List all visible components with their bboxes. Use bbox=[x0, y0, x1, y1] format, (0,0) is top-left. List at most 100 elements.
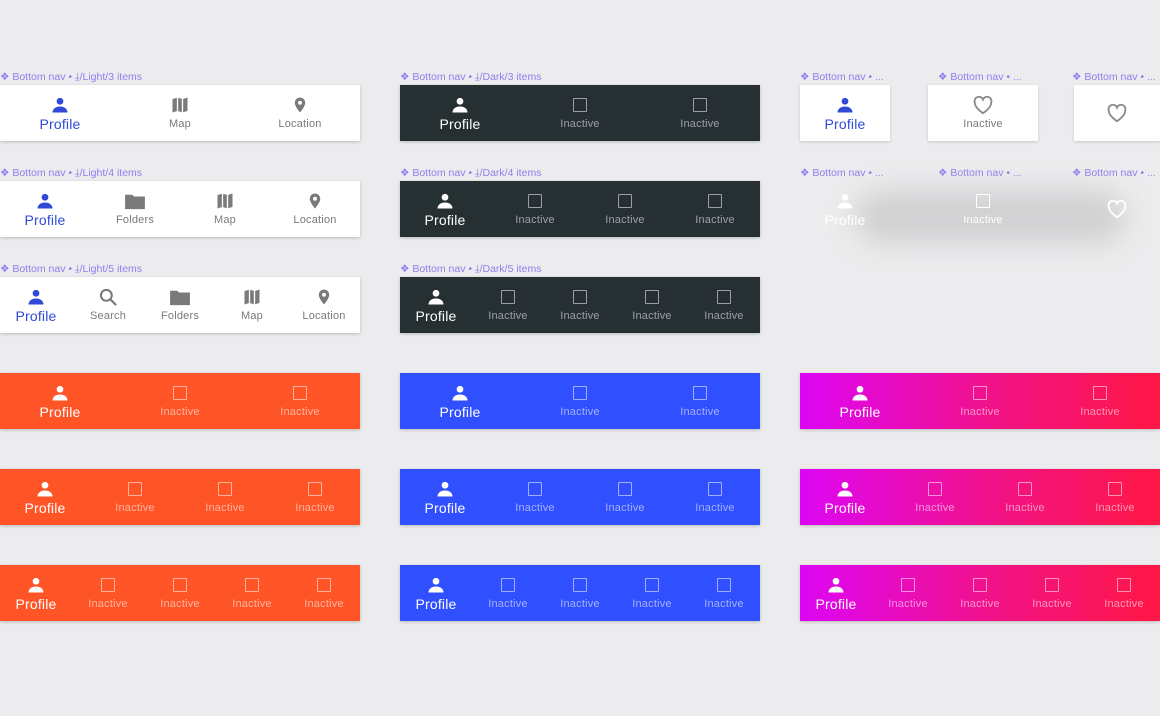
placeholder-square-icon bbox=[97, 574, 119, 596]
nav-item-label: Profile bbox=[39, 116, 81, 132]
nav-item-map[interactable]: Map bbox=[120, 85, 240, 141]
placeholder-square-icon bbox=[897, 574, 919, 596]
nav-item-location[interactable]: Location bbox=[288, 277, 360, 333]
nav-item-inactive[interactable]: Inactive bbox=[1070, 469, 1160, 525]
nav-item-inactive[interactable]: Inactive bbox=[616, 565, 688, 621]
nav-item-label: Inactive bbox=[488, 310, 528, 322]
nav-item-inactive[interactable]: Inactive bbox=[688, 565, 760, 621]
nav-item-inactive[interactable]: Inactive bbox=[72, 565, 144, 621]
placeholder-square-icon bbox=[614, 478, 636, 500]
nav-item-inactive[interactable]: Inactive bbox=[1088, 565, 1160, 621]
nav-item-inactive[interactable]: Inactive bbox=[180, 469, 270, 525]
nav-item-label: Inactive bbox=[160, 598, 200, 610]
nav-item-profile[interactable]: Profile bbox=[400, 469, 490, 525]
nav-item-inactive[interactable]: Inactive bbox=[544, 565, 616, 621]
nav-item-profile[interactable]: Profile bbox=[400, 181, 490, 237]
nav-item-map[interactable]: Map bbox=[216, 277, 288, 333]
nav-item-inactive[interactable]: Inactive bbox=[472, 277, 544, 333]
nav-item-inactive[interactable]: Inactive bbox=[616, 277, 688, 333]
placeholder-square-icon bbox=[924, 478, 946, 500]
map-icon bbox=[214, 190, 236, 212]
nav-item-inactive[interactable]: Inactive bbox=[240, 373, 360, 429]
placeholder-square-icon bbox=[214, 478, 236, 500]
component-label: ❖ Bottom nav • ⤓/Dark/4 items bbox=[400, 167, 542, 179]
person-icon bbox=[34, 478, 56, 500]
nav-item-label: Inactive bbox=[1080, 406, 1120, 418]
nav-item-profile[interactable]: Profile bbox=[400, 277, 472, 333]
nav-item-heart[interactable] bbox=[1074, 85, 1160, 141]
nav-item-map[interactable]: Map bbox=[180, 181, 270, 237]
nav-item-inactive[interactable]: Inactive bbox=[580, 181, 670, 237]
placeholder-square-icon bbox=[969, 574, 991, 596]
component-label: ❖ Bottom nav • ... bbox=[800, 71, 884, 83]
nav-item-profile[interactable]: Profile bbox=[0, 565, 72, 621]
nav-item-heart[interactable] bbox=[1074, 181, 1160, 237]
nav-item-inactive[interactable]: Inactive bbox=[928, 85, 1038, 141]
nav-item-label: Inactive bbox=[1095, 502, 1135, 514]
nav-item-location[interactable]: Location bbox=[270, 181, 360, 237]
placeholder-square-icon bbox=[169, 574, 191, 596]
nav-item-location[interactable]: Location bbox=[240, 85, 360, 141]
nav-item-inactive[interactable]: Inactive bbox=[640, 373, 760, 429]
nav-item-inactive[interactable]: Inactive bbox=[1016, 565, 1088, 621]
nav-item-inactive[interactable]: Inactive bbox=[288, 565, 360, 621]
placeholder-square-icon bbox=[713, 286, 735, 308]
nav-item-inactive[interactable]: Inactive bbox=[270, 469, 360, 525]
nav-item-folders[interactable]: Folders bbox=[90, 181, 180, 237]
nav-item-inactive[interactable]: Inactive bbox=[520, 85, 640, 141]
nav-item-profile[interactable]: Profile bbox=[400, 373, 520, 429]
nav-item-inactive[interactable]: Inactive bbox=[580, 469, 670, 525]
nav-item-profile[interactable]: Profile bbox=[0, 469, 90, 525]
nav-item-label: Inactive bbox=[704, 310, 744, 322]
placeholder-square-icon bbox=[704, 478, 726, 500]
nav-item-inactive[interactable]: Inactive bbox=[120, 373, 240, 429]
placeholder-square-icon bbox=[169, 382, 191, 404]
nav-item-inactive[interactable]: Inactive bbox=[90, 469, 180, 525]
nav-item-profile[interactable]: Profile bbox=[800, 181, 890, 237]
nav-item-inactive[interactable]: Inactive bbox=[544, 277, 616, 333]
nav-item-inactive[interactable]: Inactive bbox=[872, 565, 944, 621]
placeholder-square-icon bbox=[497, 574, 519, 596]
heart-icon bbox=[1106, 198, 1128, 220]
nav-item-profile[interactable]: Profile bbox=[800, 469, 890, 525]
nav-item-label: Inactive bbox=[560, 406, 600, 418]
nav-item-inactive[interactable]: Inactive bbox=[980, 469, 1070, 525]
nav-item-label: Profile bbox=[824, 212, 866, 228]
nav-item-profile[interactable]: Profile bbox=[0, 277, 72, 333]
nav-item-inactive[interactable]: Inactive bbox=[472, 565, 544, 621]
nav-item-profile[interactable]: Profile bbox=[0, 181, 90, 237]
nav-item-label: Inactive bbox=[632, 310, 672, 322]
nav-item-label: Map bbox=[241, 310, 263, 322]
nav-item-inactive[interactable]: Inactive bbox=[216, 565, 288, 621]
nav-item-inactive[interactable]: Inactive bbox=[490, 469, 580, 525]
nav-item-inactive[interactable]: Inactive bbox=[688, 277, 760, 333]
nav-item-profile[interactable]: Profile bbox=[400, 85, 520, 141]
bottom-nav-orange-5: Profile Inactive Inactive Inactive Inact… bbox=[0, 565, 360, 621]
nav-item-inactive[interactable]: Inactive bbox=[928, 181, 1038, 237]
nav-item-profile[interactable]: Profile bbox=[800, 565, 872, 621]
nav-item-inactive[interactable]: Inactive bbox=[944, 565, 1016, 621]
nav-item-inactive[interactable]: Inactive bbox=[1040, 373, 1160, 429]
nav-item-label: Inactive bbox=[1104, 598, 1144, 610]
component-label: ❖ Bottom nav • ... bbox=[938, 167, 1022, 179]
nav-item-search[interactable]: Search bbox=[72, 277, 144, 333]
placeholder-square-icon bbox=[689, 382, 711, 404]
nav-item-inactive[interactable]: Inactive bbox=[890, 469, 980, 525]
nav-item-inactive[interactable]: Inactive bbox=[520, 373, 640, 429]
nav-item-folders[interactable]: Folders bbox=[144, 277, 216, 333]
nav-item-label: Profile bbox=[824, 500, 866, 516]
nav-item-profile[interactable]: Profile bbox=[0, 373, 120, 429]
nav-item-profile[interactable]: Profile bbox=[400, 565, 472, 621]
nav-item-inactive[interactable]: Inactive bbox=[490, 181, 580, 237]
bottom-nav-blue-5: Profile Inactive Inactive Inactive Inact… bbox=[400, 565, 760, 621]
nav-item-inactive[interactable]: Inactive bbox=[670, 181, 760, 237]
nav-item-inactive[interactable]: Inactive bbox=[144, 565, 216, 621]
nav-item-profile[interactable]: Profile bbox=[800, 373, 920, 429]
bottom-nav-orange-3: Profile Inactive Inactive bbox=[0, 373, 360, 429]
nav-item-inactive[interactable]: Inactive bbox=[920, 373, 1040, 429]
nav-item-inactive[interactable]: Inactive bbox=[670, 469, 760, 525]
nav-item-inactive[interactable]: Inactive bbox=[640, 85, 760, 141]
nav-item-profile[interactable]: Profile bbox=[0, 85, 120, 141]
nav-item-label: Profile bbox=[424, 500, 466, 516]
nav-item-profile[interactable]: Profile bbox=[800, 85, 890, 141]
